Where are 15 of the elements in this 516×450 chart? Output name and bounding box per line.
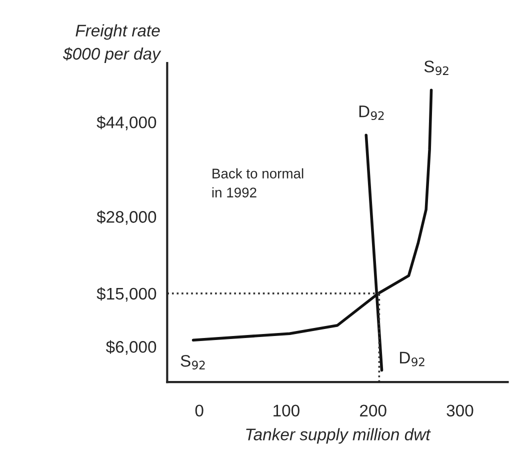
y-tick-label: $6,000 bbox=[106, 340, 156, 355]
series-label: S$_{92}$ bbox=[180, 354, 205, 370]
y-tick-label: $15,000 bbox=[96, 287, 156, 302]
y-tick-label: $44,000 bbox=[96, 116, 156, 130]
y-tick-label: $28,000 bbox=[96, 210, 156, 225]
x-tick-label: 0 bbox=[195, 404, 204, 417]
x-tick-label: 200 bbox=[360, 404, 386, 417]
x-tick-label: 300 bbox=[446, 404, 474, 417]
x-tick-label: 100 bbox=[274, 404, 300, 417]
annotation: Back to normal in 1992 bbox=[212, 168, 304, 198]
y-axis-title: Freight rate $000 per day bbox=[62, 24, 162, 63]
text: S$_{92}$ bbox=[424, 60, 448, 76]
text: D$_{92}$ bbox=[400, 352, 424, 366]
x-axis-title: Tanker supply million dwt bbox=[246, 428, 431, 444]
series-label: D$_{92}$ bbox=[359, 106, 384, 120]
